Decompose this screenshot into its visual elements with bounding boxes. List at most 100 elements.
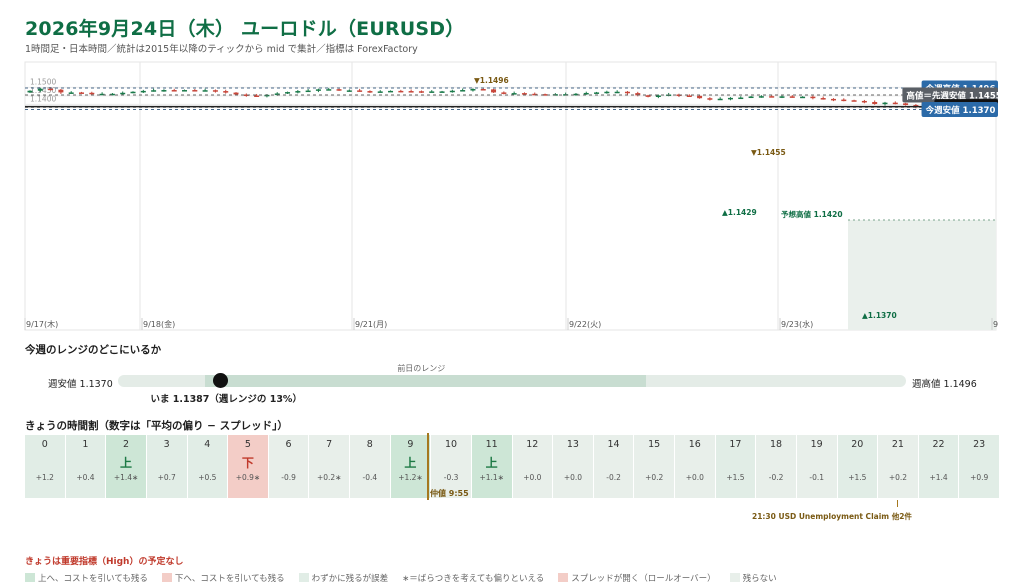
legend-item: 上へ、コストを引いても残る	[25, 572, 148, 584]
forecast-high-label: 予想高値 1.1420	[781, 209, 843, 219]
no-high-impact-notice: きょうは重要指標（High）の予定なし	[25, 557, 184, 567]
candle-up	[758, 96, 764, 98]
hour-label: 4	[204, 439, 211, 450]
hour-label: 13	[566, 439, 579, 450]
prev-day-range-label: 前日のレンジ	[397, 364, 446, 373]
hour-cell-21[interactable]: 21 +0.2	[878, 435, 918, 498]
candle-down	[851, 100, 857, 102]
legend-swatch	[558, 572, 569, 582]
level-tag	[902, 87, 998, 103]
x-tick-label: 9	[993, 320, 998, 329]
candle-down	[48, 88, 54, 91]
candle-down	[243, 94, 249, 96]
hour-bias-value: +0.2∗	[316, 473, 342, 482]
legend-label: 残らない	[742, 573, 777, 584]
hour-cell-17[interactable]: 17 +1.5	[715, 435, 756, 498]
candle-up	[140, 90, 146, 93]
candle-up	[315, 89, 321, 91]
hour-cell-23[interactable]: 23 +0.9	[959, 435, 999, 498]
hour-cell-22[interactable]: 22 +1.4	[918, 435, 959, 498]
hour-cell-15[interactable]: 15 +0.2	[634, 435, 674, 498]
level-tag	[921, 101, 998, 117]
legend-item: 下へ、コストを引いても残る	[161, 572, 285, 584]
hour-label: 9	[407, 439, 414, 450]
page-subtitle: 1時間足・日本時間／統計は2015年以降のティックから mid で集計／指標は …	[25, 44, 418, 55]
hour-bias-value: +0.5	[198, 473, 217, 482]
hour-cell-4[interactable]: 4 +0.5	[187, 435, 228, 498]
hour-cell-9[interactable]: 9 上 +1.2∗	[390, 435, 431, 498]
candle-up	[305, 90, 311, 93]
candle-down	[501, 92, 507, 94]
hour-bias-value: -0.1	[809, 473, 824, 482]
hour-label: 12	[526, 439, 539, 450]
hour-cell-5[interactable]: 5 下 +0.9∗	[228, 435, 268, 498]
hour-label: 15	[648, 439, 661, 450]
hour-label: 3	[163, 439, 170, 450]
hour-label: 21	[891, 439, 904, 450]
candle-down	[624, 91, 630, 94]
hour-bias-value: +1.2	[35, 473, 54, 482]
hour-bias-value: +0.0	[563, 473, 583, 482]
hour-label: 0	[41, 439, 48, 450]
page-title: 2026年9月24日（木） ユーロドル（EURUSD）	[25, 18, 465, 40]
hour-cell-6[interactable]: 6 -0.9	[268, 435, 309, 498]
candle-up	[594, 92, 600, 94]
hour-cell-11[interactable]: 11 上 +1.1∗	[471, 435, 512, 498]
hour-cell-20[interactable]: 20 +1.5	[837, 435, 878, 498]
candle-up	[130, 91, 136, 94]
candle-up	[346, 90, 352, 92]
hour-label: 17	[729, 439, 742, 450]
extreme-annotation: ▼1.1496	[474, 76, 509, 85]
level-tag-label: 今週安値 1.1370	[925, 105, 996, 116]
candle-up	[274, 93, 280, 95]
hour-direction: 上	[120, 456, 133, 470]
hour-cell-13[interactable]: 13 +0.0	[553, 435, 593, 498]
hour-bias-value: -0.4	[362, 473, 378, 482]
candle-up	[727, 97, 733, 100]
candle-down	[367, 91, 373, 93]
legend-item: ∗＝ばらつきを考えても偏りといえる	[402, 572, 544, 584]
candle-down	[532, 93, 538, 96]
hour-label: 19	[810, 439, 823, 450]
hour-cell-14[interactable]: 14 -0.2	[593, 435, 634, 498]
y-tick-label: 1.1450	[30, 86, 56, 95]
hour-cell-2[interactable]: 2 上 +1.4∗	[106, 435, 146, 498]
hour-cell-10[interactable]: 10 -0.3	[431, 435, 471, 498]
hour-cell-1[interactable]: 1 +0.4	[65, 435, 106, 498]
candle-up	[882, 102, 888, 105]
hour-label: 20	[851, 439, 864, 450]
candle-down	[707, 98, 713, 100]
candle-down	[336, 89, 342, 91]
candle-down	[892, 102, 898, 105]
candle-down	[789, 96, 795, 98]
extreme-annotation: ▲1.1429	[722, 208, 757, 217]
hour-bias-value: +0.2	[645, 473, 664, 482]
hour-cell-16[interactable]: 16 +0.0	[675, 435, 715, 498]
candle-up	[161, 90, 167, 92]
hour-cell-18[interactable]: 18 -0.2	[756, 435, 796, 498]
legend-label: スプレッドが開く（ロールオーバー）	[571, 573, 716, 584]
hour-cell-19[interactable]: 19 -0.1	[796, 435, 837, 498]
hour-bias-value: +1.1∗	[479, 473, 504, 482]
hour-label: 7	[326, 439, 333, 450]
candle-down	[820, 98, 826, 100]
hourly-bias-table: 0 +1.2 1 +0.4 2 上 +1.4∗ 3 +0.7 4 +0.5 5 下 +0.9∗ 6 -0.9 7…	[25, 435, 999, 498]
candle-up	[326, 89, 332, 91]
candle-up	[717, 98, 723, 101]
candle-up	[202, 90, 208, 92]
legend-swatch	[729, 572, 740, 582]
hour-cell-0[interactable]: 0 +1.2	[25, 435, 65, 498]
hour-cell-12[interactable]: 12 +0.0	[512, 435, 553, 498]
hour-cell-8[interactable]: 8 -0.4	[350, 435, 390, 498]
hour-label: 6	[285, 439, 292, 450]
extreme-annotation: ▲1.1370	[862, 311, 897, 320]
legend-label: わずかに残るが誤差	[311, 573, 389, 584]
hour-cell-3[interactable]: 3 +0.7	[146, 435, 187, 498]
candle-up	[449, 90, 455, 93]
hour-bias-value: +0.0	[685, 473, 704, 482]
hour-cell-7[interactable]: 7 +0.2∗	[309, 435, 349, 498]
hour-bias-value: +0.0	[523, 473, 542, 482]
weekly-range-gauge: 週安値 1.1370 前日のレンジ 週高値 1.1496 いま 1.1387（週…	[0, 360, 1024, 408]
candle-up	[99, 93, 105, 96]
